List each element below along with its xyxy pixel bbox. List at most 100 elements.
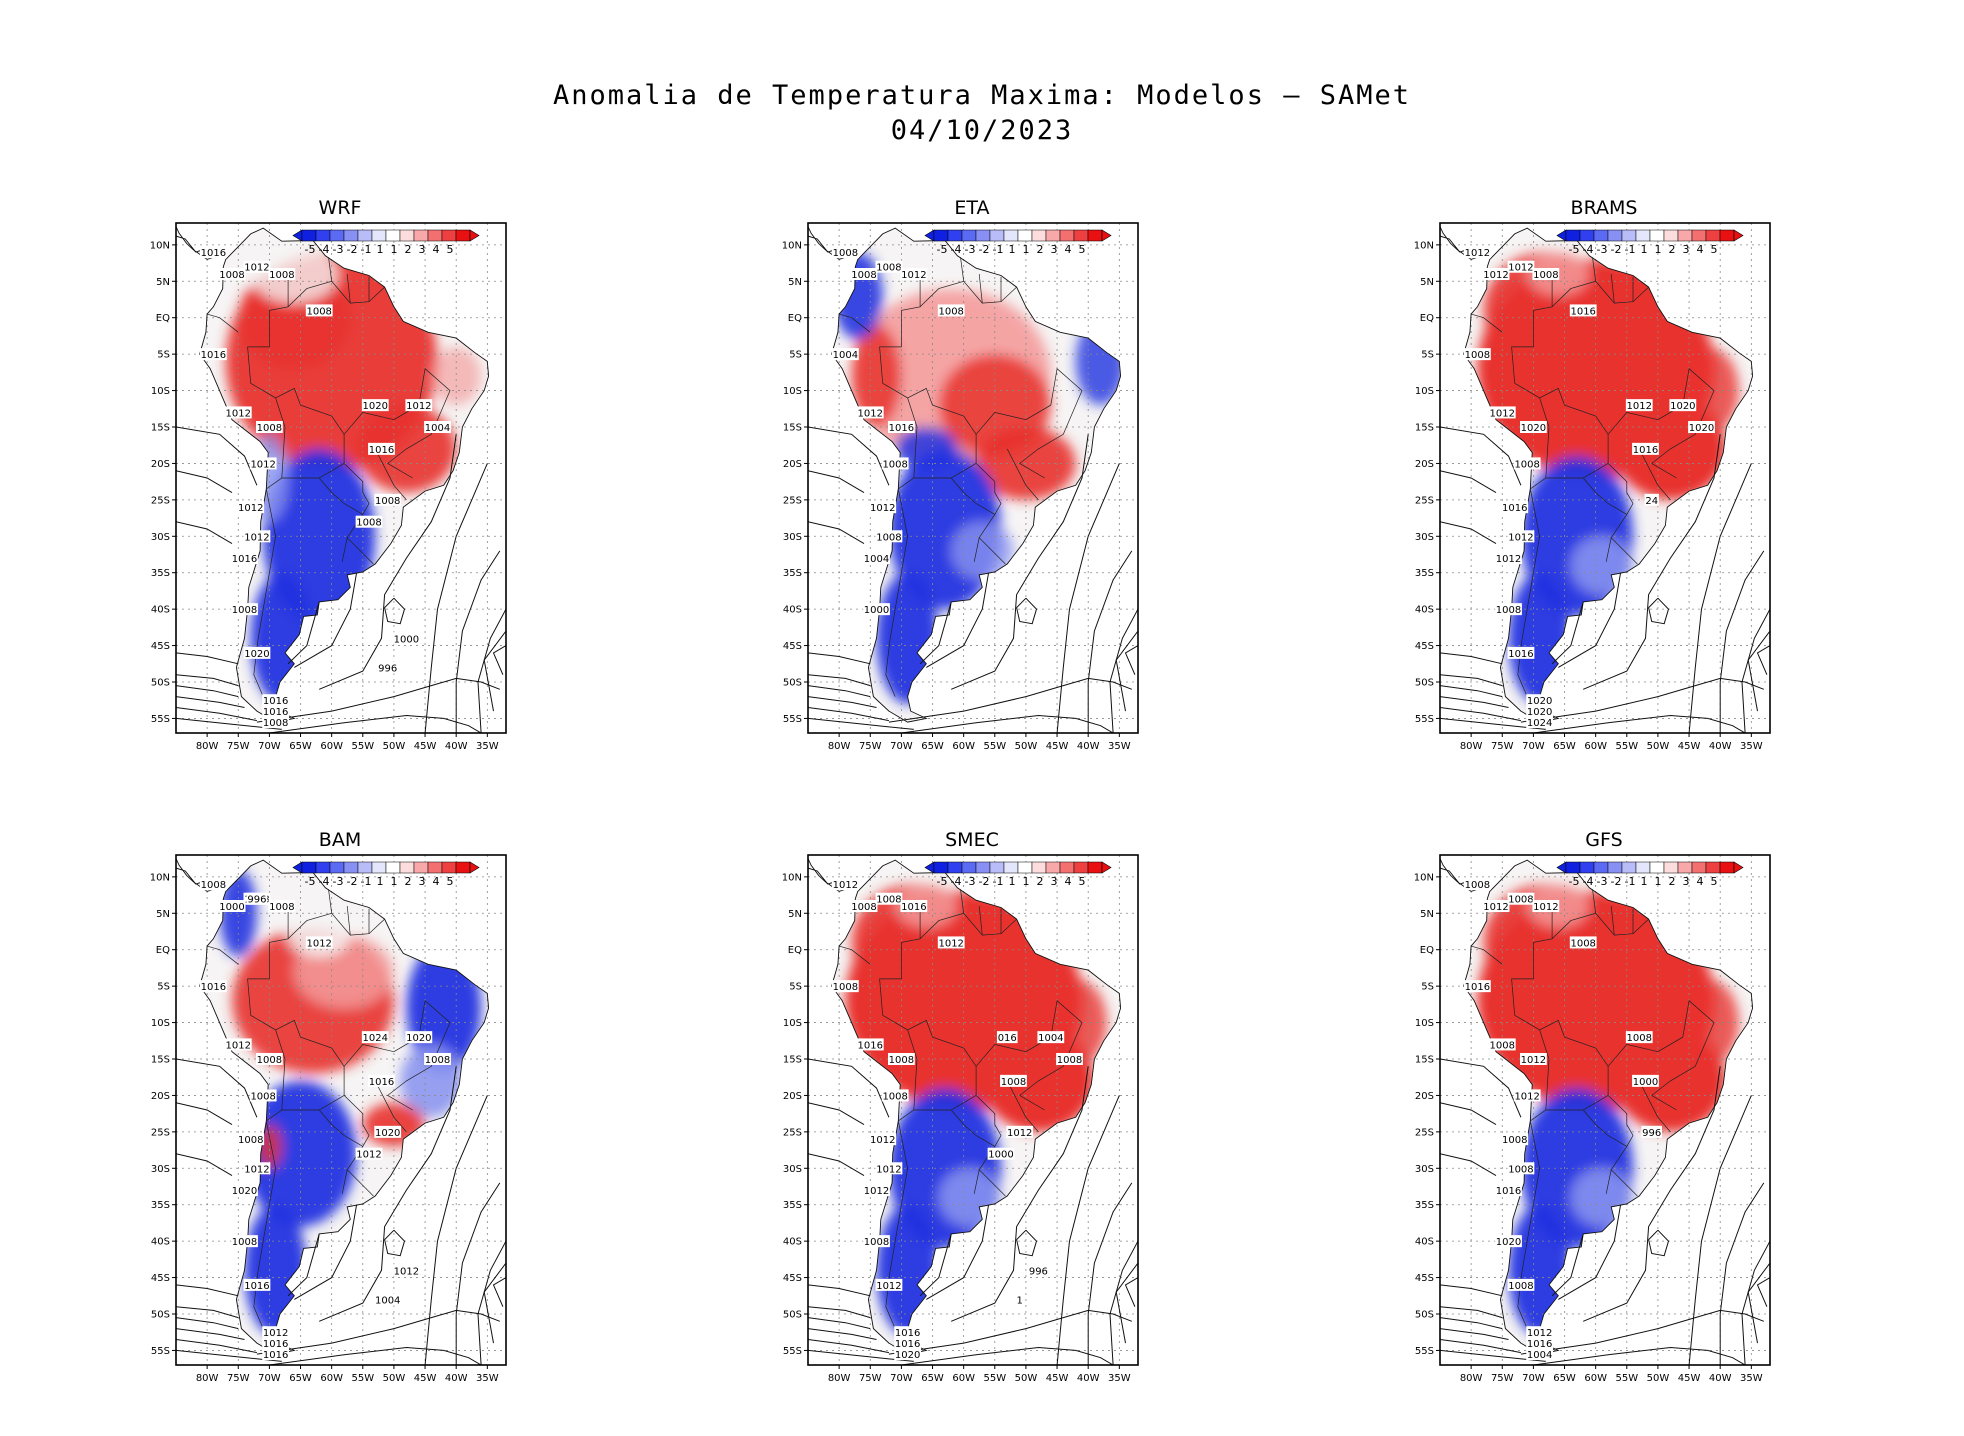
- country-border: [1592, 889, 1597, 914]
- colorbar-arrow-right: [1733, 861, 1744, 874]
- colorbar-swatch: [371, 229, 387, 242]
- isobar-label-bg: [1632, 1074, 1659, 1087]
- colorbar-swatch: [1691, 861, 1707, 874]
- country-border: [346, 273, 351, 304]
- isobar: [1440, 1306, 1503, 1319]
- lat-tick-label: 55S: [1415, 1346, 1434, 1357]
- isobar: [808, 1306, 871, 1319]
- colorbar-label: 4: [1065, 875, 1072, 888]
- isobar-label-bg: [231, 1235, 258, 1248]
- isobar: [1520, 1309, 1764, 1355]
- isobars: 1016100810121008100810161012100810121012…: [176, 246, 506, 733]
- country-border: [973, 1169, 980, 1194]
- isobar-label: 1012: [244, 263, 269, 274]
- colorbar-swatch: [427, 861, 443, 874]
- colorbar-swatch: [1565, 861, 1581, 874]
- lon-tick-label: 40W: [1709, 741, 1732, 752]
- country-border: [1551, 912, 1649, 940]
- isobars: 1012101210121008101610081012102010081016…: [1440, 246, 1770, 733]
- lat-tick-label: 20S: [783, 1091, 802, 1102]
- isobar: [1533, 1346, 1746, 1365]
- country-border: [975, 412, 1026, 435]
- colorbar: -5 -4 -3 -2 -1 1 1 2 3 4 5: [292, 229, 480, 256]
- isobar-label: 1008: [876, 532, 901, 543]
- lat-tick-label: 5N: [788, 909, 802, 920]
- map-frame: [807, 854, 1139, 1366]
- lat-tick-label: 20S: [1415, 459, 1434, 470]
- isobar-label-bg: [262, 716, 290, 729]
- isobar-label-bg: [881, 1089, 909, 1102]
- isobar-label: 1000: [394, 634, 419, 645]
- isobar-label: 1016: [889, 423, 914, 434]
- isobar-label: 1008: [1465, 350, 1490, 361]
- isobar-label: 996: [1642, 1128, 1661, 1139]
- colorbar-label: 1: [1641, 875, 1648, 888]
- country-border: [387, 368, 451, 479]
- lon-tick-label: 60W: [320, 1373, 343, 1384]
- isobar-label: 1008: [876, 263, 901, 274]
- colorbar-label: -1: [1625, 875, 1636, 888]
- country-border: [1019, 368, 1083, 479]
- isobar-label-bg: [1526, 694, 1554, 707]
- isobar-label: 1020: [1527, 707, 1552, 718]
- colorbar-swatch: [1635, 861, 1651, 874]
- isobar-label: 1012: [263, 1328, 288, 1339]
- country-border: [387, 1000, 451, 1111]
- lon-tick-label: 60W: [320, 741, 343, 752]
- figure-title-line2: 04/10/2023: [890, 115, 1074, 146]
- isobar: [1056, 1095, 1120, 1365]
- colorbar-label: -4: [951, 243, 962, 256]
- lat-tick-label: 15S: [1415, 1055, 1434, 1066]
- lat-tick-label: 55S: [783, 714, 802, 725]
- lat-tick-label: 35S: [783, 1200, 802, 1211]
- isobar-label-bg: [987, 1147, 1015, 1160]
- isobar-label: 1024: [363, 1033, 388, 1044]
- lat-tick-label: 50S: [151, 1310, 170, 1321]
- colorbar-arrow-right: [1733, 229, 1744, 242]
- panel-title: GFS: [1585, 829, 1623, 851]
- map-panel-eta: ETA 1008 1008 1008 1012 1008 1004 1012 1016 1008…: [772, 196, 1172, 776]
- colorbar-label: -2: [1611, 875, 1622, 888]
- isobar-label: 1008: [238, 1135, 263, 1146]
- colorbar-label: 1: [1023, 243, 1030, 256]
- lat-tick-label: 50S: [783, 678, 802, 689]
- isobar-label: 1008: [833, 982, 858, 993]
- isobar-label: 1008: [1490, 1040, 1515, 1051]
- isobar-label-bg: [1644, 493, 1659, 506]
- lat-tick-label: 50S: [1415, 678, 1434, 689]
- lon-tick-label: 40W: [445, 1373, 468, 1384]
- isobar-label-bg: [937, 936, 965, 949]
- isobar-label: 1012: [1465, 248, 1490, 259]
- colorbar-swatch: [329, 229, 345, 242]
- anomaly-warm-region: [1676, 978, 1739, 1067]
- country-border: [839, 313, 871, 333]
- country-border: [1651, 1000, 1715, 1111]
- isobar-label: 1012: [901, 270, 926, 281]
- lat-tick-label: 10S: [783, 1018, 802, 1029]
- axes: 10N 5N EQ 5S 10S 15S 20S 25S 30S 35S 40S 45S 50S 55S 8…: [782, 872, 1131, 1384]
- isobar-label: 1008: [882, 1091, 907, 1102]
- isobar-label-bg: [1482, 268, 1510, 280]
- colorbar-swatch: [441, 229, 457, 242]
- isobar-label-bg: [237, 501, 265, 514]
- isobar-label-bg: [900, 268, 928, 280]
- colorbar-label: 5: [1711, 875, 1718, 888]
- country-border: [978, 273, 983, 304]
- isobar-label: 1004: [375, 1295, 400, 1306]
- lon-tick-label: 50W: [1015, 1373, 1038, 1384]
- isobar-label: 1008: [1514, 459, 1539, 470]
- colorbar-label: 2: [1669, 875, 1676, 888]
- isobar-label: 1012: [1508, 532, 1533, 543]
- colorbar-swatch: [1705, 861, 1721, 874]
- colorbar-label: 4: [1697, 243, 1704, 256]
- isobar-label-bg: [231, 603, 258, 616]
- anomaly-map: 1012100810081016101210081016100810081012…: [782, 854, 1139, 1384]
- isobar: [319, 1066, 457, 1322]
- isobar-label: 1008: [219, 270, 244, 281]
- isobar-label-bg: [1519, 1053, 1547, 1065]
- country-border: [978, 514, 1006, 565]
- isobar-label: 1020: [244, 649, 269, 660]
- isobar-label: 1020: [1527, 696, 1552, 707]
- colorbar-label: 1: [1023, 875, 1030, 888]
- lon-tick-label: 45W: [1678, 741, 1701, 752]
